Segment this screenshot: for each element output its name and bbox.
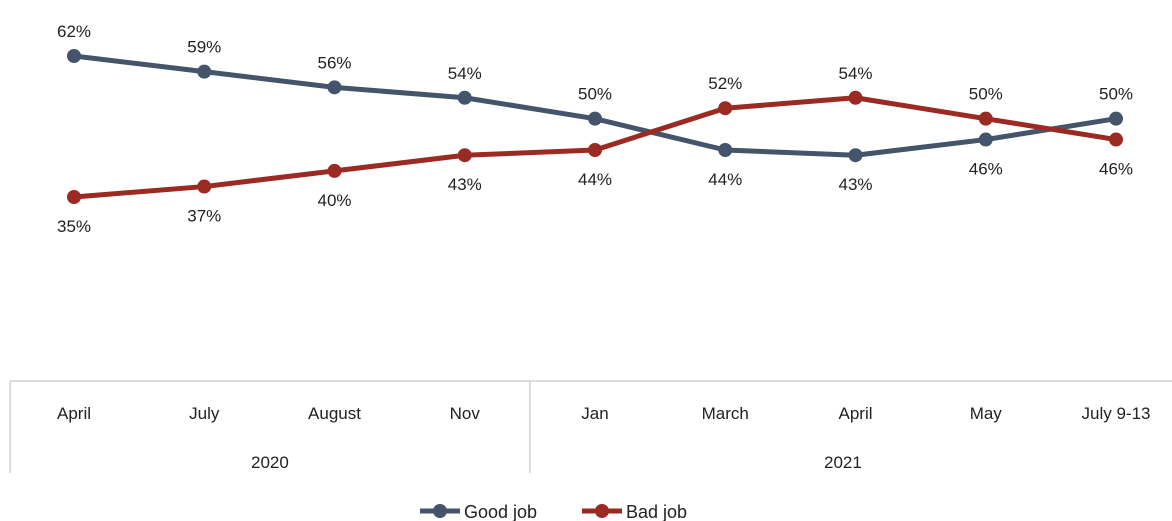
data-label: 46% [969, 160, 1003, 179]
year-label: 2021 [824, 453, 862, 472]
legend-swatch-marker [595, 504, 609, 518]
legend-label: Good job [464, 502, 537, 521]
legend-label: Bad job [626, 502, 687, 521]
data-point [718, 101, 733, 116]
data-label: 44% [708, 170, 742, 189]
data-point [197, 64, 212, 79]
data-label: 50% [578, 85, 612, 104]
data-point [848, 148, 863, 163]
data-label: 56% [317, 53, 351, 72]
category-label: April [57, 404, 91, 423]
data-point [327, 163, 342, 178]
data-label: 62% [57, 22, 91, 41]
category-axis: April July August Nov Jan March April May July 9… [9, 380, 1172, 473]
data-point [67, 190, 81, 204]
data-label: 44% [578, 170, 612, 189]
data-label: 43% [838, 175, 872, 194]
category-label: July 9-13 [1082, 404, 1151, 423]
category-label: August [308, 404, 361, 423]
data-point [1109, 111, 1123, 126]
data-point [197, 179, 212, 194]
data-point [978, 111, 993, 126]
data-label: 59% [187, 38, 221, 57]
legend: Good job Bad job [420, 502, 687, 521]
data-point [457, 90, 472, 105]
data-point [588, 111, 602, 126]
data-point [1109, 132, 1123, 147]
data-point [67, 49, 81, 63]
year-label: 2020 [251, 453, 289, 472]
category-label: March [702, 404, 749, 423]
data-label: 54% [448, 64, 482, 83]
data-label: 43% [448, 175, 482, 194]
data-label: 54% [838, 64, 872, 83]
data-point [978, 132, 993, 147]
data-point [588, 143, 602, 157]
data-label: 52% [708, 74, 742, 93]
category-label: Nov [450, 404, 481, 423]
data-label: 46% [1099, 160, 1133, 179]
data-point [718, 143, 733, 157]
legend-swatch-marker [433, 504, 447, 518]
category-label: July [189, 404, 220, 423]
data-point [848, 90, 863, 105]
data-point [457, 148, 472, 163]
data-label: 35% [57, 217, 91, 236]
data-label: 50% [969, 85, 1003, 104]
data-label: 50% [1099, 85, 1133, 104]
data-label: 37% [187, 207, 221, 226]
series-line [71, 53, 1119, 158]
legend-item: Bad job [582, 502, 687, 521]
legend-item: Good job [420, 502, 537, 521]
data-point [327, 80, 342, 95]
category-label: April [838, 404, 872, 423]
category-label: Jan [581, 404, 608, 423]
series-markers [67, 49, 1123, 204]
data-label: 40% [317, 191, 351, 210]
data-labels: 62% 59% 56% 54% 50% 44% 43% 46% 50% 35% 37% 40% 43% 4… [57, 22, 1133, 236]
category-label: May [970, 404, 1003, 423]
